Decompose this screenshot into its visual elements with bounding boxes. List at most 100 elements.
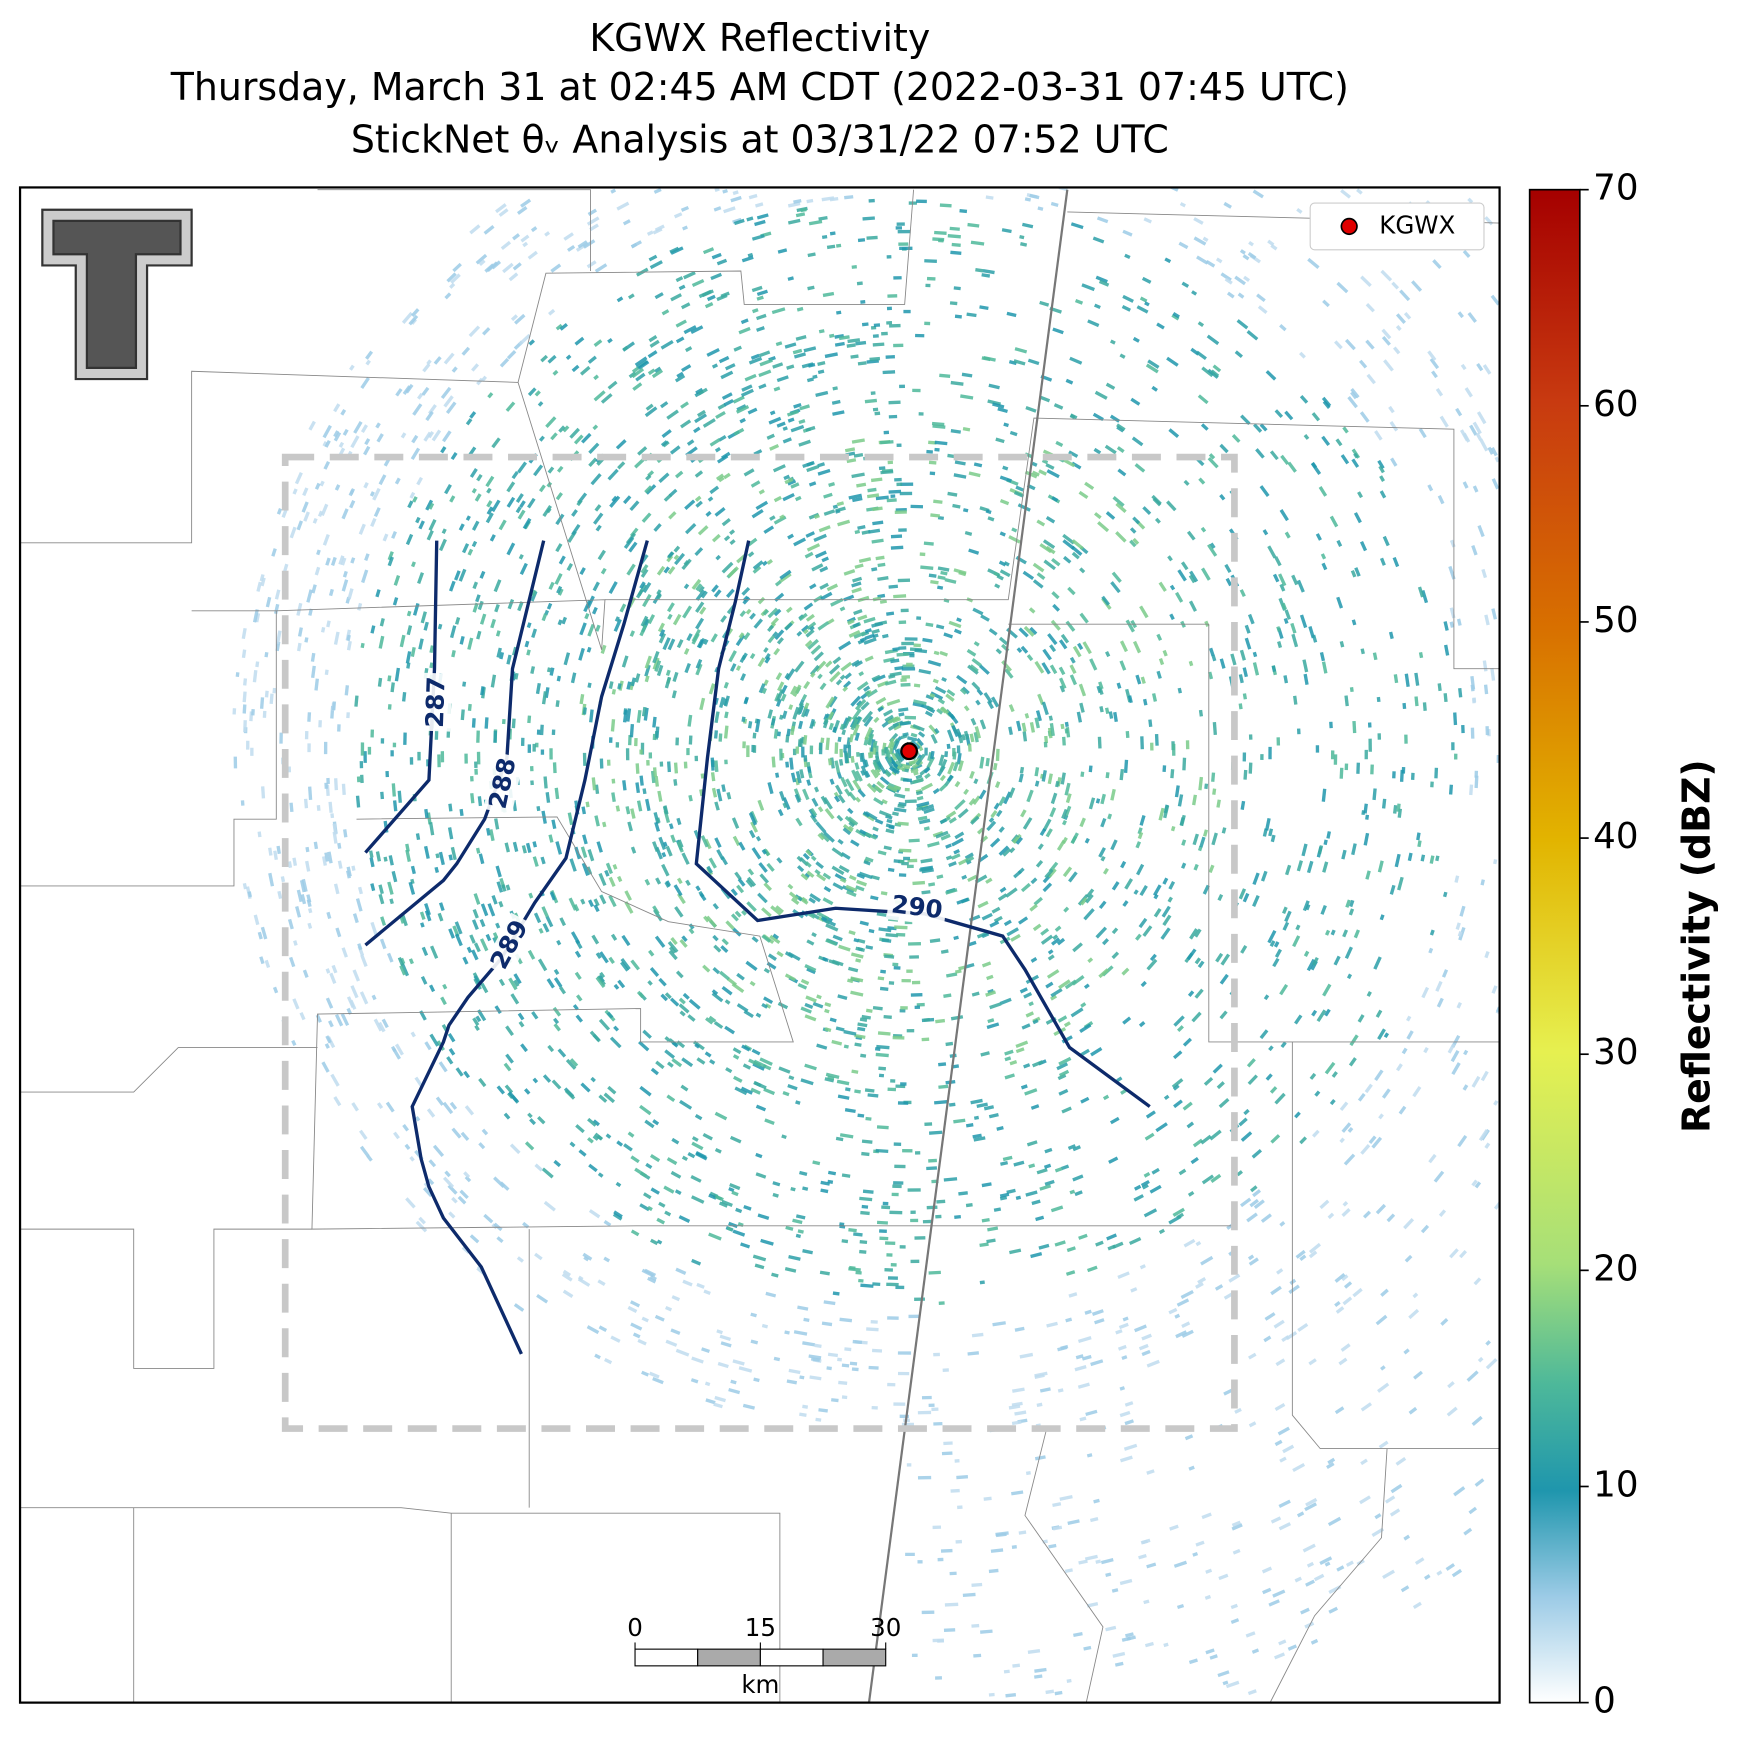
radar-gate <box>738 841 746 851</box>
radar-gate <box>976 688 984 696</box>
radar-gate <box>1491 985 1498 994</box>
radar-gate <box>610 719 616 732</box>
radar-gate <box>804 1014 817 1022</box>
radar-gate <box>667 566 676 575</box>
radar-gate <box>1472 485 1479 493</box>
radar-gate <box>1398 1105 1407 1115</box>
radar-gate <box>878 810 892 818</box>
radar-gate <box>1191 794 1198 806</box>
radar-gate <box>802 628 809 635</box>
radar-gate <box>735 404 750 414</box>
radar-gate <box>871 621 884 628</box>
radar-gate <box>732 1047 742 1055</box>
radar-gate <box>1071 461 1082 470</box>
radar-gate <box>1349 687 1354 693</box>
radar-gate <box>1408 1308 1420 1320</box>
radar-gate <box>1185 740 1190 750</box>
radar-gate <box>1050 988 1063 998</box>
radar-gate <box>925 694 935 701</box>
radar-gate <box>1163 805 1170 819</box>
radar-gate <box>956 1475 969 1480</box>
radar-gate <box>332 831 338 844</box>
radar-gate <box>749 980 756 987</box>
radar-gate <box>862 1189 874 1194</box>
radar-gate <box>1345 899 1351 908</box>
radar-gate <box>772 631 779 638</box>
radar-gate <box>1436 997 1444 1008</box>
radar-gate <box>767 607 779 619</box>
radar-gate <box>535 742 539 748</box>
radar-gate <box>861 1204 869 1209</box>
radar-gate <box>1092 236 1105 244</box>
radar-gate <box>648 335 658 343</box>
radar-gate <box>316 549 321 556</box>
radar-gate <box>1493 859 1498 865</box>
radar-gate <box>1455 922 1461 930</box>
radar-gate <box>522 517 532 530</box>
radar-gate <box>725 920 735 930</box>
radar-gate <box>831 399 841 405</box>
radar-gate <box>546 602 553 610</box>
radar-gate <box>251 709 255 716</box>
radar-gate <box>954 780 961 788</box>
radar-gate <box>589 709 594 723</box>
radar-gate <box>822 897 834 906</box>
radar-gate <box>340 557 347 566</box>
radar-gate <box>411 561 416 568</box>
radar-gate <box>930 691 944 701</box>
radar-gate <box>935 1676 942 1680</box>
radar-gate <box>1041 662 1051 675</box>
radar-gate <box>428 502 435 510</box>
radar-gate <box>1074 1365 1087 1372</box>
radar-gate <box>650 1067 659 1076</box>
radar-gate <box>1000 1160 1009 1166</box>
radar-gate <box>472 602 479 613</box>
radar-gate <box>608 876 616 887</box>
radar-gate <box>818 1408 828 1413</box>
radar-gate <box>956 745 961 754</box>
radar-gate <box>1024 713 1030 719</box>
radar-gate <box>678 997 686 1005</box>
radar-gate <box>1154 734 1159 746</box>
radar-gate <box>1247 613 1255 625</box>
radar-gate <box>1432 259 1442 270</box>
radar-gate <box>1079 567 1086 574</box>
radar-gate <box>603 1220 612 1227</box>
radar-gate <box>1115 531 1127 543</box>
radar-gate <box>866 734 873 745</box>
radar-gate <box>773 1356 781 1362</box>
radar-gate <box>1294 1576 1302 1583</box>
radar-gate <box>1039 1387 1051 1393</box>
radar-gate <box>817 468 831 476</box>
radar-gate <box>901 667 916 671</box>
radar-gate <box>843 569 856 576</box>
radar-gate <box>359 1145 370 1158</box>
radar-gate <box>575 1124 585 1134</box>
radar-gate <box>973 1653 982 1658</box>
radar-gate <box>688 735 693 745</box>
radar-gate <box>1277 641 1283 649</box>
radar-gate <box>714 760 719 773</box>
radar-gate <box>1066 1678 1072 1683</box>
radar-gate <box>1119 1578 1133 1586</box>
radar-gate <box>241 627 247 640</box>
radar-gate <box>872 740 878 748</box>
radar-gate <box>1064 721 1069 727</box>
radar-gate <box>831 1039 843 1046</box>
radar-gate <box>531 589 537 597</box>
radar-gate <box>367 746 372 755</box>
radar-gate <box>998 560 1007 567</box>
radar-gate <box>857 938 866 944</box>
radar-gate <box>1111 951 1120 960</box>
radar-gate <box>1055 440 1064 447</box>
radar-gate <box>378 474 387 486</box>
radar-gate <box>1134 463 1146 473</box>
radar-gate <box>479 938 489 952</box>
radar-gate <box>1047 949 1054 955</box>
radar-gate <box>1377 1382 1390 1393</box>
radar-gate <box>886 321 893 325</box>
radar-gate <box>676 371 684 379</box>
radar-gate <box>901 641 914 646</box>
radar-gate <box>1105 651 1111 658</box>
radar-gate <box>1251 1148 1263 1159</box>
